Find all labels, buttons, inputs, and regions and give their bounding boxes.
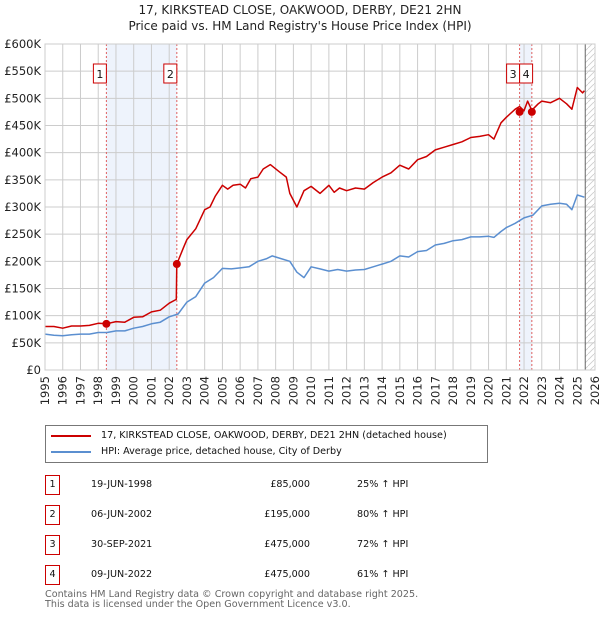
x-tick-label: 2015 — [393, 376, 407, 405]
sale-number: 1 — [45, 475, 60, 495]
x-tick-label: 2021 — [499, 376, 513, 405]
sale-hpi-change: 80% ↑ HPI — [357, 509, 409, 520]
y-tick-label: £150K — [4, 282, 41, 296]
y-tick-label: £100K — [4, 309, 41, 323]
sale-point-3 — [515, 107, 524, 116]
x-tick-label: 2013 — [357, 376, 371, 405]
x-tick-label: 1997 — [73, 376, 87, 405]
x-tick-label: 2016 — [411, 376, 425, 405]
x-tick-label: 2026 — [588, 376, 600, 405]
y-tick-label: £300K — [4, 200, 41, 214]
x-tick-label: 2007 — [251, 376, 265, 405]
sale-point-1 — [102, 319, 111, 328]
y-tick-label: £400K — [4, 146, 41, 160]
x-tick-label: 2009 — [286, 376, 300, 405]
y-tick-label: £450K — [4, 119, 41, 133]
sale-price: £475,000 — [264, 569, 310, 580]
sale-label-2: 2 — [167, 68, 174, 81]
x-tick-label: 2025 — [570, 376, 584, 405]
y-tick-label: £250K — [4, 227, 41, 241]
plot-frame — [44, 43, 596, 371]
sale-number: 2 — [45, 505, 60, 525]
legend-item-hpi: HPI: Average price, detached house, City… — [51, 446, 342, 457]
x-tick-label: 2012 — [340, 376, 354, 405]
sale-point-4 — [527, 107, 536, 116]
sale-price: £85,000 — [270, 479, 310, 490]
sale-number: 4 — [45, 565, 60, 585]
x-tick-label: 2008 — [269, 376, 283, 405]
sale-hpi-change: 72% ↑ HPI — [357, 539, 409, 550]
x-tick-label: 2014 — [375, 376, 389, 405]
x-tick-label: 2017 — [428, 376, 442, 405]
x-tick-label: 1995 — [38, 376, 52, 405]
sale-date: 19-JUN-1998 — [91, 479, 153, 490]
x-tick-label: 2018 — [446, 376, 460, 405]
x-tick-label: 2005 — [215, 376, 229, 405]
sale-label-box-2 — [163, 63, 178, 84]
sale-row: 3 30-SEP-2021 £475,000 72% ↑ HPI — [45, 535, 445, 555]
sale-date: 09-JUN-2022 — [91, 569, 153, 580]
chart-title: 17, KIRKSTEAD CLOSE, OAKWOOD, DERBY, DE2… — [138, 3, 462, 17]
x-tick-label: 2010 — [304, 376, 318, 405]
sale-date: 30-SEP-2021 — [91, 539, 153, 550]
x-tick-label: 2002 — [162, 376, 176, 405]
sale-row: 2 06-JUN-2002 £195,000 80% ↑ HPI — [45, 505, 445, 525]
legend: 17, KIRKSTEAD CLOSE, OAKWOOD, DERBY, DE2… — [45, 425, 488, 463]
property-price-line — [45, 86, 585, 329]
y-tick-label: £200K — [4, 254, 41, 268]
y-tick-label: £500K — [4, 91, 41, 105]
footer-licence: This data is licensed under the Open Gov… — [45, 599, 351, 610]
x-tick-label: 2003 — [180, 376, 194, 405]
legend-label-hpi: HPI: Average price, detached house, City… — [101, 446, 342, 457]
sale-date: 06-JUN-2002 — [91, 509, 153, 520]
x-tick-label: 1999 — [109, 376, 123, 405]
legend-label-property: 17, KIRKSTEAD CLOSE, OAKWOOD, DERBY, DE2… — [101, 430, 447, 441]
x-tick-label: 1996 — [56, 376, 70, 405]
sale-number: 3 — [45, 535, 60, 555]
y-tick-label: £350K — [4, 173, 41, 187]
sale-price: £475,000 — [264, 539, 310, 550]
x-tick-label: 2020 — [482, 376, 496, 405]
x-tick-label: 1998 — [91, 376, 105, 405]
x-tick-label: 2019 — [464, 376, 478, 405]
x-tick-label: 2001 — [144, 376, 158, 405]
sale-label-box-4 — [519, 63, 534, 84]
sale-hpi-change: 61% ↑ HPI — [357, 569, 409, 580]
sale-row: 1 19-JUN-1998 £85,000 25% ↑ HPI — [45, 475, 445, 495]
chart-subtitle: Price paid vs. HM Land Registry's House … — [128, 19, 472, 33]
footer-copyright: Contains HM Land Registry data © Crown c… — [45, 589, 419, 600]
y-tick-label: £50K — [12, 336, 42, 350]
x-tick-label: 2022 — [517, 376, 531, 405]
sale-hpi-change: 25% ↑ HPI — [357, 479, 409, 490]
sale-point-2 — [172, 260, 181, 269]
x-tick-label: 2004 — [198, 376, 212, 405]
sale-label-1: 1 — [96, 68, 103, 81]
sale-row: 4 09-JUN-2022 £475,000 61% ↑ HPI — [45, 565, 445, 585]
x-tick-label: 2006 — [233, 376, 247, 405]
x-tick-label: 2011 — [322, 376, 336, 405]
y-tick-label: £0 — [26, 363, 41, 377]
sale-label-4: 4 — [523, 68, 530, 81]
y-tick-label: £550K — [4, 64, 41, 78]
x-tick-label: 2023 — [535, 376, 549, 405]
sale-label-3: 3 — [510, 68, 517, 81]
x-tick-label: 2024 — [553, 376, 567, 405]
hpi-line — [44, 194, 585, 337]
price-chart: 1995 1996 1997 1998 1999 2000 2001 2002 2003 2004… — [4, 37, 600, 405]
y-tick-label: £600K — [4, 37, 41, 51]
legend-swatch-hpi — [51, 450, 91, 453]
legend-swatch-property — [51, 434, 91, 437]
x-tick-label: 2000 — [127, 376, 141, 405]
sale-label-box-1 — [92, 63, 107, 84]
sale-price: £195,000 — [264, 509, 310, 520]
legend-item-property: 17, KIRKSTEAD CLOSE, OAKWOOD, DERBY, DE2… — [51, 430, 447, 441]
